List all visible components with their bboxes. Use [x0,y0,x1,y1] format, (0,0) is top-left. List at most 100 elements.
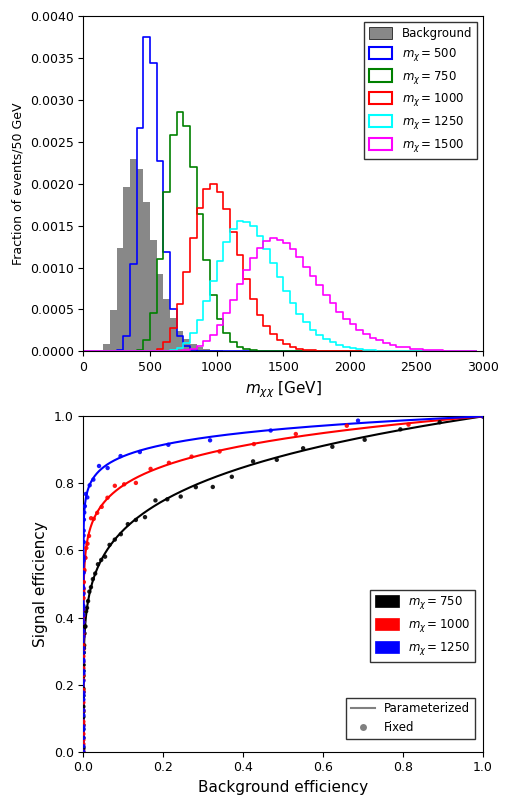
Point [94,558,102,571]
Point [79,529,88,542]
Point [91,567,99,580]
Point [82,604,90,617]
Line: $m_\chi=750$: $m_\chi=750$ [83,113,475,351]
Point [83,538,92,550]
Point [103,462,111,475]
Point [79,616,88,629]
$m_\chi=1500$ [80,347,87,356]
Point [85,530,93,542]
Bar [130,159,136,351]
$m_\chi=750$ [186,162,192,172]
Point [89,572,97,585]
Legend: Parameterized, Fixed: Parameterized, Fixed [346,698,474,739]
Point [87,512,95,525]
$m_\chi=1000$ [180,268,186,277]
$m_\chi=750$ [80,347,87,356]
Point [79,639,88,652]
Point [79,728,88,741]
Point [79,536,88,549]
$m_\chi=1500$ [266,234,272,243]
Point [79,689,88,702]
Point [435,416,443,429]
$m_\chi=1000$ [213,187,219,197]
Point [163,493,171,506]
$m_\chi=1250$ [213,256,219,266]
Point [79,609,88,621]
Point [79,675,88,688]
Bar [156,274,163,351]
Bar [189,343,196,351]
$m_\chi=1500$ [207,330,213,340]
Point [79,741,88,754]
Point [79,731,88,744]
Point [79,629,88,642]
Point [79,704,88,717]
Point [79,643,88,656]
$m_\chi=750$ [147,308,153,318]
Point [176,490,184,503]
Point [151,494,159,507]
Point [404,418,412,431]
Bar [196,347,203,351]
Point [266,424,274,437]
Bar [136,169,143,351]
Point [342,419,350,432]
Bar [183,339,189,351]
Point [79,566,88,579]
Point [79,718,88,731]
Point [164,456,173,469]
Legend: Background, $m_\chi=500$, $m_\chi=750$, $m_\chi=1000$, $m_\chi=1250$, $m_\chi=15: Background, $m_\chi=500$, $m_\chi=750$, … [363,22,476,159]
$m_\chi=1500$ [333,307,339,317]
$m_\chi=1500$ [180,346,186,355]
Point [117,528,125,541]
$m_\chi=1500$ [213,320,219,330]
Point [395,423,404,436]
Point [79,664,88,677]
Point [215,445,223,458]
Point [79,655,88,668]
Point [79,627,88,640]
Point [131,513,139,526]
Point [79,603,88,616]
Point [79,575,88,588]
Point [80,513,88,526]
Point [110,480,119,492]
Point [79,696,88,709]
Point [79,723,88,736]
$m_\chi=750$ [220,328,226,338]
Point [79,524,88,537]
$m_\chi=750$ [173,108,179,118]
Bar [150,240,156,351]
Point [84,595,92,608]
Point [79,603,88,616]
Point [79,689,88,702]
Point [79,662,88,675]
Point [83,491,91,504]
Point [79,686,88,699]
Point [79,670,88,683]
Bar [117,248,123,351]
Point [79,600,88,613]
$m_\chi=1000$ [333,347,339,356]
Point [79,704,88,717]
Point [87,580,95,593]
Point [79,686,88,699]
Point [81,551,90,564]
$m_\chi=500$ [186,345,192,355]
Bar [203,349,210,351]
Point [80,642,88,654]
Line: $m_\chi=1500$: $m_\chi=1500$ [83,239,475,351]
$m_\chi=1000$ [193,204,199,214]
Y-axis label: Signal efficiency: Signal efficiency [33,521,48,647]
Point [80,564,88,577]
Point [79,655,88,668]
Point [79,535,88,548]
Point [187,451,195,463]
Point [116,450,124,463]
Y-axis label: Fraction of events/50 GeV: Fraction of events/50 GeV [11,102,24,265]
Point [478,410,486,423]
$m_\chi=1500$ [147,347,153,356]
Point [97,501,105,513]
$m_\chi=750$ [213,314,219,324]
Point [86,479,94,492]
